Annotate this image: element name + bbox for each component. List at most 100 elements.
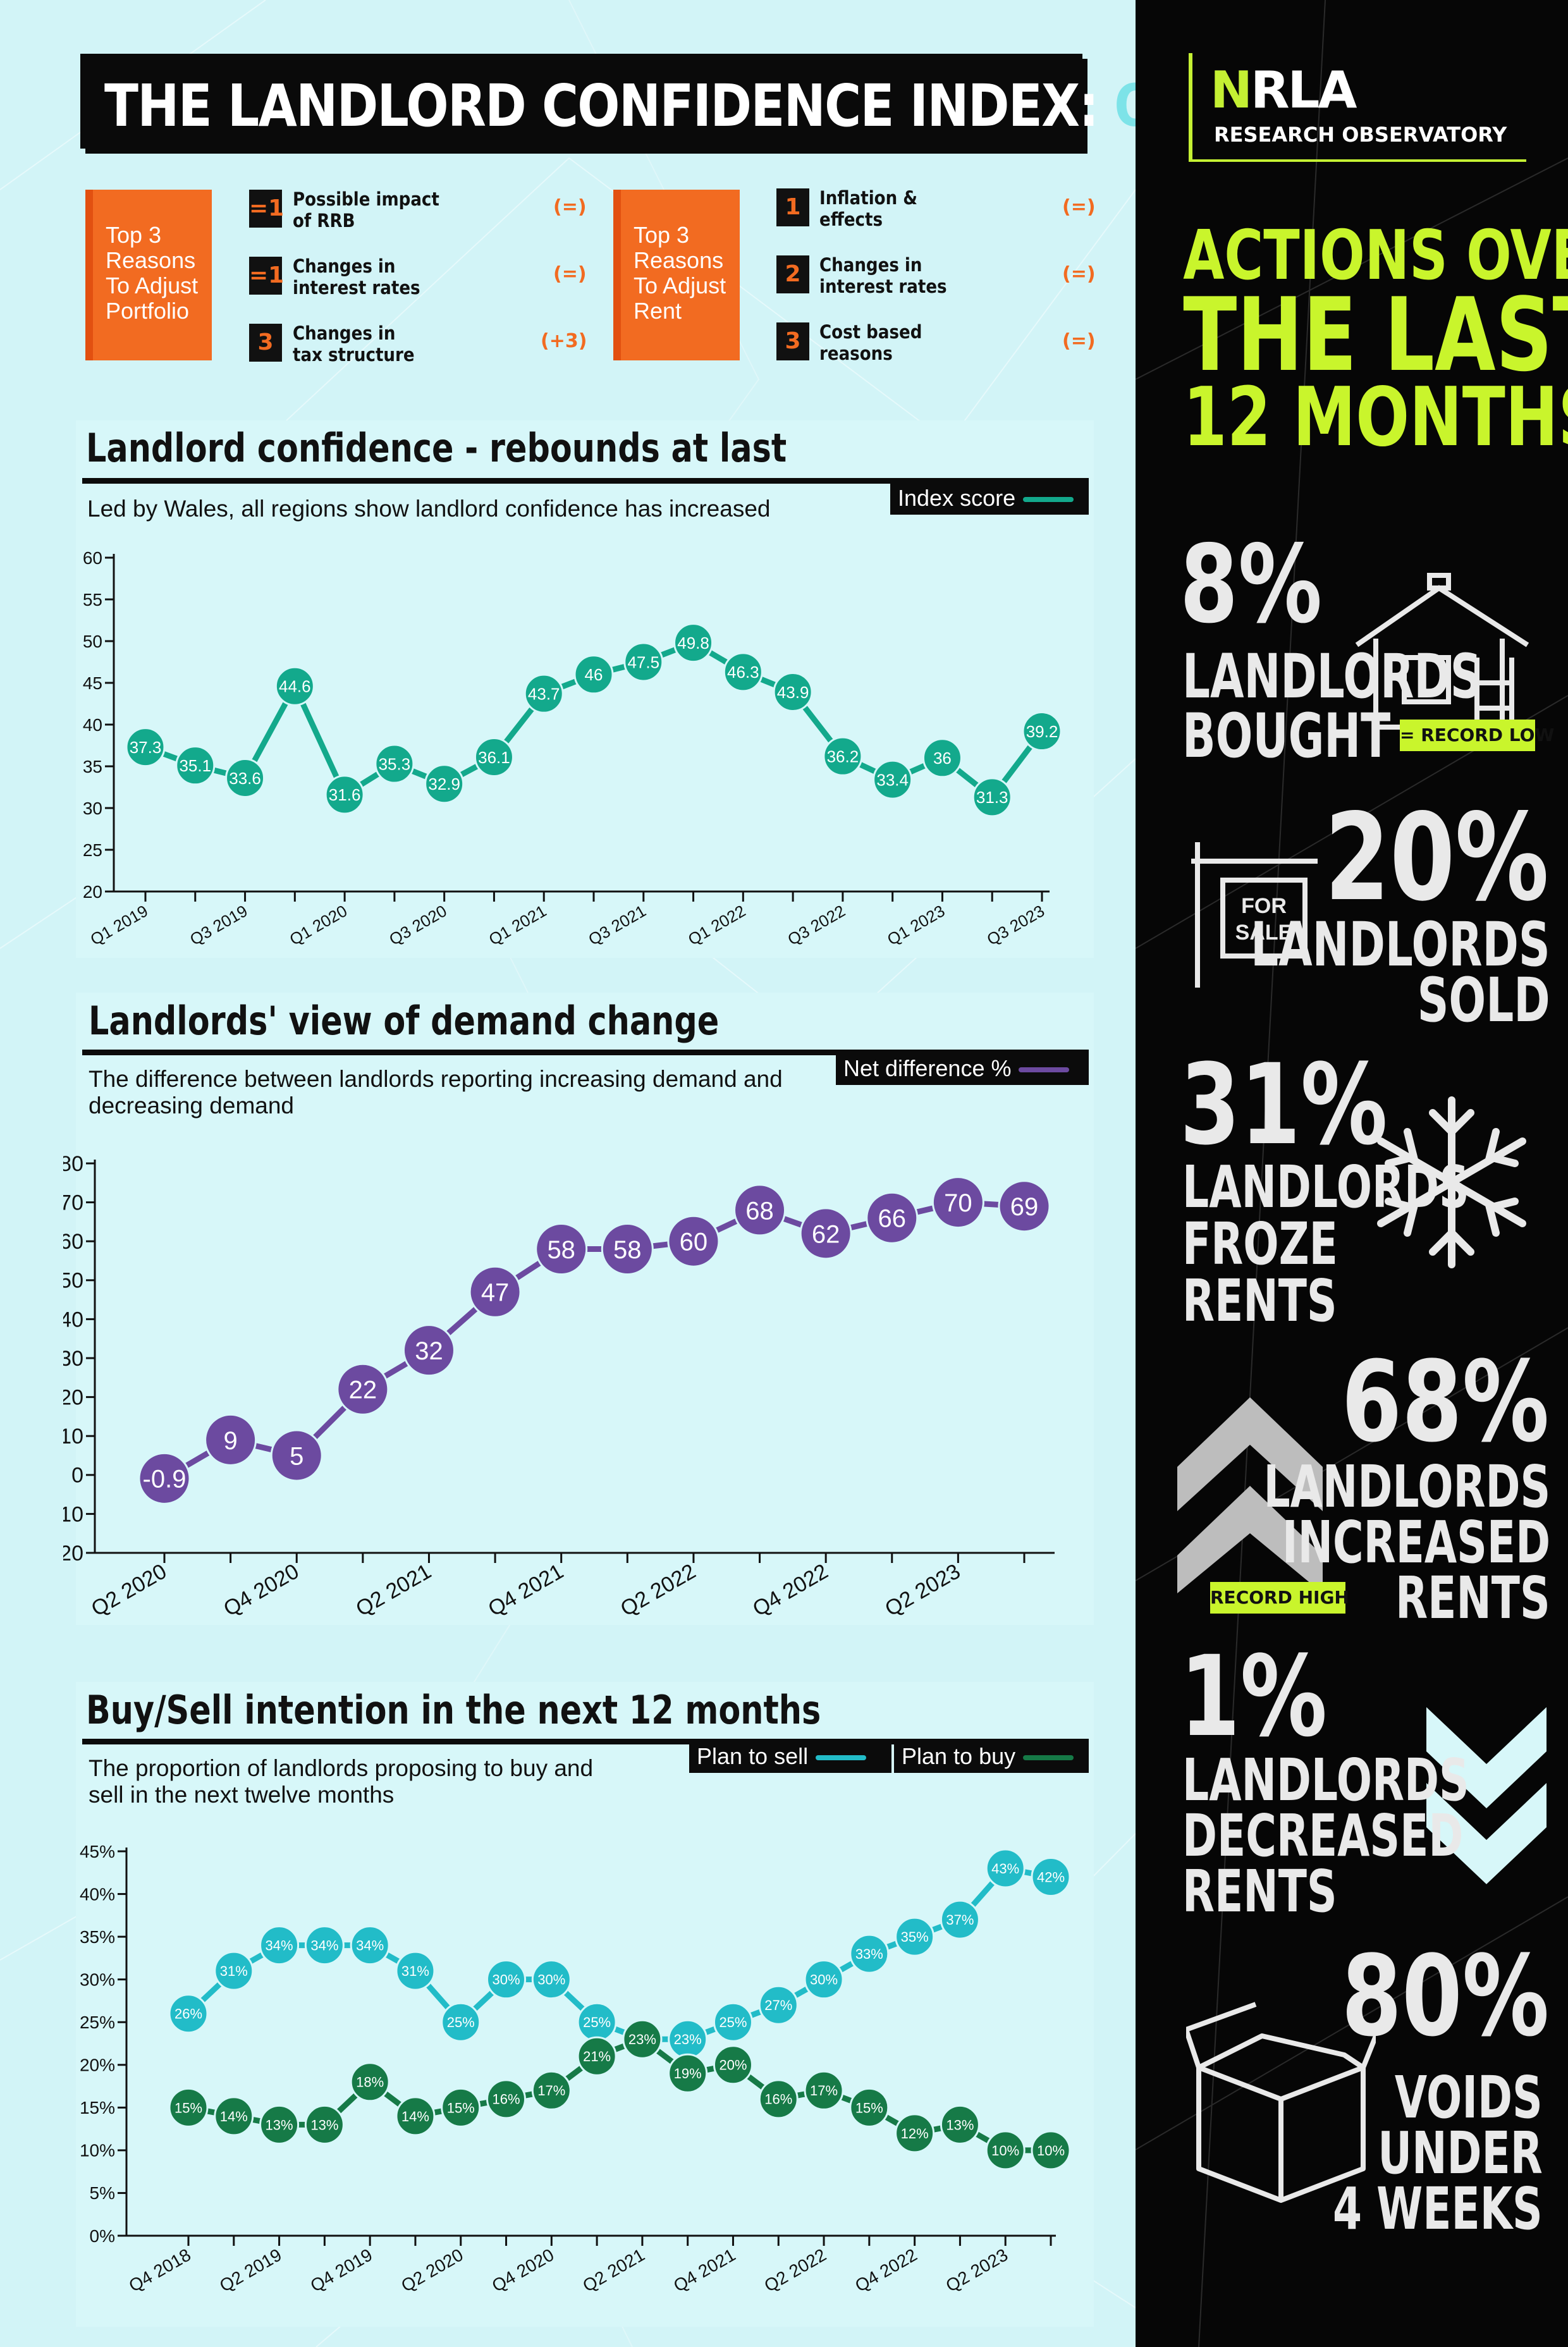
stat-voids-value: 80% (1341, 1932, 1549, 2061)
x-tick-label: Q2 2022 (616, 1559, 700, 1621)
data-label: 30% (810, 1972, 838, 1988)
x-tick-label: Q2 2021 (579, 2245, 648, 2296)
demand-chart: -20 -10 0 10 20 30 40 50 60 70 80 Q2 2020 Q4 2020 Q2 … (63, 1152, 1055, 1621)
research-observatory: RESEARCH OBSERVATORY (1214, 123, 1507, 147)
confidence-title: Landlord confidence - rebounds at last (86, 425, 787, 471)
data-point (168, 2087, 209, 2128)
y-tick-label: 50 (63, 1269, 83, 1293)
data-point (667, 1215, 720, 1268)
data-label: 13% (310, 2117, 338, 2133)
data-label: 42% (1037, 1869, 1065, 1885)
data-point (723, 652, 763, 692)
data-point (214, 2096, 254, 2136)
x-tick-label: Q3 2023 (984, 901, 1048, 949)
data-point (573, 654, 614, 695)
data-label: 16% (493, 2092, 520, 2107)
data-point (402, 1324, 455, 1377)
data-point (324, 775, 365, 815)
data-point (535, 1223, 588, 1276)
stat-bought-label-2: BOUGHT (1182, 701, 1391, 771)
stat-sold-label-2: SOLD (1418, 965, 1550, 1036)
x-tick-label: Q3 2021 (585, 901, 649, 949)
data-point (138, 1452, 191, 1505)
data-label: 23% (674, 2031, 702, 2047)
data-point (304, 2104, 345, 2145)
data-point (713, 2045, 753, 2085)
stat-decreased-label-2: DECREASED (1182, 1802, 1464, 1870)
data-point (469, 1265, 522, 1318)
y-tick-label: 60 (63, 1230, 83, 1254)
portfolio-reasons-tag: Top 3 Reasons To Adjust Portfolio (85, 190, 212, 360)
portfolio-change-1: (=) (553, 196, 587, 218)
y-tick-label: 20 (83, 882, 102, 902)
stat-voids-label-2: UNDER (1378, 2119, 1543, 2187)
sell-legend: Plan to sell (689, 1740, 891, 1773)
snowflake-icon (1377, 1096, 1526, 1268)
data-point (940, 2104, 980, 2145)
x-tick-label: Q2 2020 (398, 2245, 467, 2296)
data-point (304, 1925, 345, 1966)
data-label: 33.4 (876, 770, 909, 789)
data-label: 33% (855, 1946, 883, 1962)
data-point (175, 745, 216, 786)
y-tick-label: 45 (83, 673, 102, 693)
data-label: 9 (223, 1427, 237, 1455)
data-label: 15% (855, 2100, 883, 2116)
buysell-rule (82, 1739, 1089, 1744)
data-label: 33.6 (229, 769, 261, 788)
y-tick-label: 0% (90, 2226, 115, 2246)
y-tick-label: 40 (63, 1308, 83, 1332)
stat-decreased-label-3: RENTS (1182, 1858, 1337, 1925)
confidence-chart: 20 25 30 35 40 45 50 55 60 Q1 2019 Q3 2019 Q1 2020 Q… (83, 548, 1062, 949)
data-point (895, 2113, 935, 2154)
nrla-logo (1189, 53, 1526, 162)
buysell-subtitle: The proportion of landlords proposing to… (89, 1755, 594, 1808)
data-point (259, 1925, 300, 1966)
data-point (873, 759, 913, 800)
data-point (866, 1191, 919, 1244)
stat-voids-label-3: 4 WEEKS (1333, 2175, 1543, 2243)
stat-froze-value: 31% (1180, 1040, 1388, 1170)
for-sale-sign-icon: FOR SALE (1191, 842, 1318, 988)
data-point (214, 1951, 254, 1991)
record-high-badge: RECORD HIGH (1210, 1582, 1349, 1614)
data-point (985, 2130, 1026, 2171)
stat-froze-label-1: LANDLORDS (1182, 1153, 1469, 1221)
x-tick-label: Q4 2022 (749, 1559, 832, 1621)
y-tick-label: 20 (63, 1386, 83, 1410)
data-point (395, 2096, 436, 2136)
y-tick-label: 0 (71, 1464, 83, 1488)
y-tick-label: 30 (83, 799, 102, 818)
y-tick-label: 30% (80, 1970, 115, 1989)
data-label: 34% (356, 1938, 384, 1954)
confidence-legend: Index score (890, 482, 1089, 515)
data-label: 25% (719, 2014, 747, 2030)
data-label: 66 (878, 1205, 907, 1233)
data-label: 5 (290, 1442, 303, 1470)
demand-title: Landlords' view of demand change (89, 998, 720, 1044)
data-point (486, 1959, 527, 2000)
page-title: THE LANDLORD CONFIDENCE INDEX: Q3 2023 (104, 59, 1136, 154)
data-label: 23% (628, 2031, 656, 2047)
main-column: THE LANDLORD CONFIDENCE INDEX: Q3 2023 T… (0, 0, 1136, 2347)
portfolio-rank-3: 3 (249, 324, 282, 362)
data-point (524, 673, 564, 714)
data-label: 69 (1010, 1193, 1039, 1221)
buysell-title: Buy/Sell intention in the next 12 months (86, 1687, 821, 1733)
data-label: 43% (991, 1861, 1019, 1877)
x-tick-label: Q4 2020 (219, 1559, 303, 1621)
data-label: 70 (944, 1189, 972, 1217)
stat-bought-value: 8% (1180, 522, 1323, 647)
data-point (985, 1848, 1026, 1889)
data-point (804, 2070, 844, 2111)
data-point (270, 1429, 323, 1482)
record-low-badge: = RECORD LOW (1400, 720, 1554, 751)
data-point (895, 1916, 935, 1957)
data-point (125, 727, 166, 768)
legend-swatch (1019, 1067, 1070, 1073)
x-tick-label: Q1 2023 (884, 901, 948, 949)
tag-line: Reasons (106, 247, 196, 273)
actions-heading-3: 12 MONTHS (1183, 371, 1568, 465)
x-tick-label: Q2 2021 (352, 1559, 435, 1621)
data-point (823, 736, 863, 776)
